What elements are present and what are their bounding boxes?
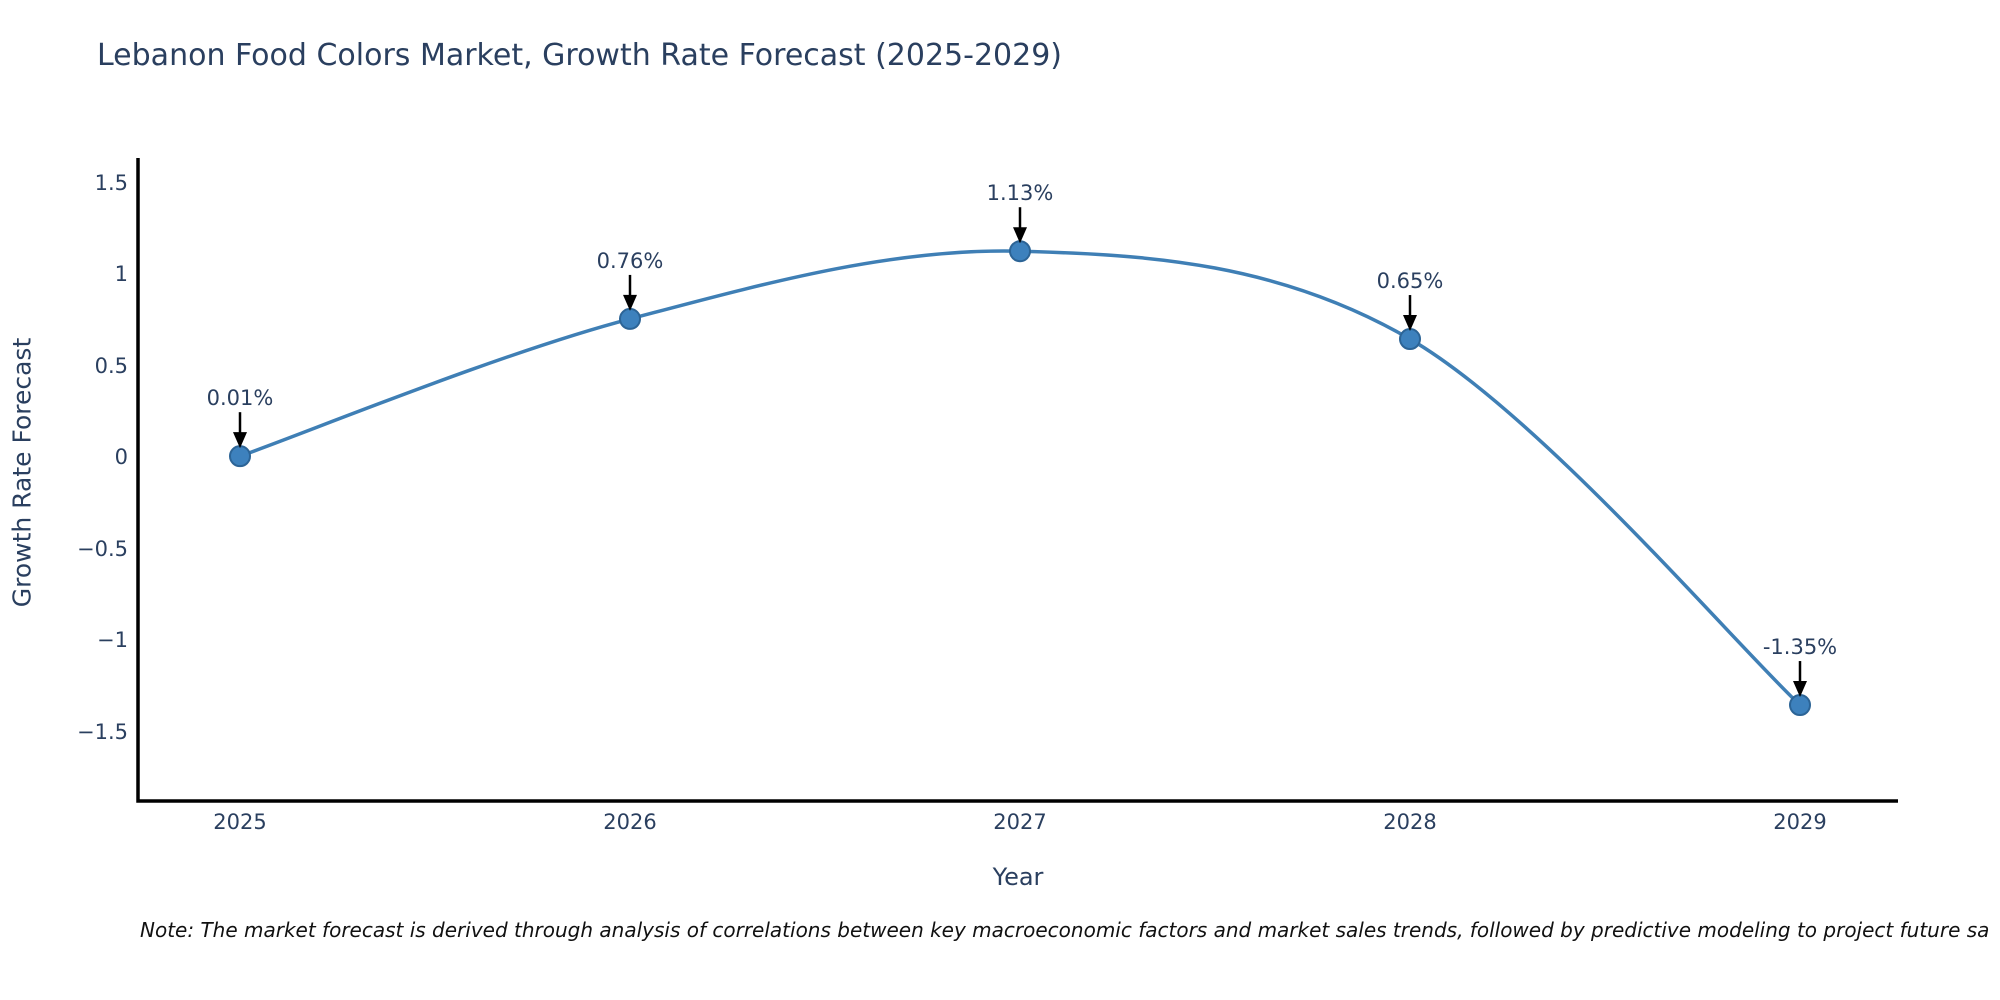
annotation-arrowhead-icon	[1793, 681, 1807, 698]
y-tick-label: −0.5	[77, 536, 128, 561]
data-point-marker[interactable]	[619, 307, 641, 330]
data-point-marker[interactable]	[1399, 328, 1421, 351]
y-tick-label: 0.5	[94, 353, 128, 378]
y-tick-label: −1	[97, 628, 128, 652]
annotation-arrowhead-icon	[1403, 315, 1417, 332]
annotation-arrowhead-icon	[623, 294, 637, 311]
y-tick-label: 0	[114, 445, 128, 469]
x-tick-label: 2028	[1383, 810, 1437, 834]
data-point-marker[interactable]	[1009, 240, 1031, 263]
annotation-label: -1.35%	[1762, 635, 1838, 660]
axis-lines	[136, 158, 1898, 803]
data-point-marker[interactable]	[229, 445, 251, 468]
x-tick-label: 2026	[603, 810, 657, 834]
annotation-arrowhead-icon	[1013, 227, 1027, 244]
footnote: Note: The market forecast is derived thr…	[140, 918, 1990, 942]
x-axis-title: Year	[992, 863, 1044, 891]
x-tick-label: 2027	[993, 810, 1047, 834]
y-tick-label: −1.5	[77, 719, 128, 744]
chart-title: Lebanon Food Colors Market, Growth Rate …	[97, 38, 1063, 73]
annotation-label: 0.01%	[206, 386, 274, 411]
annotation-label: 0.65%	[1376, 269, 1444, 294]
annotation-label: 0.76%	[596, 248, 664, 273]
data-point-marker[interactable]	[1789, 694, 1811, 717]
y-tick-label: 1	[114, 262, 128, 286]
y-tick-label: 1.5	[94, 170, 128, 195]
trend-line	[238, 249, 1802, 707]
x-tick-label: 2029	[1773, 810, 1827, 834]
annotation-label: 1.13%	[986, 181, 1054, 206]
annotation-arrowhead-icon	[233, 432, 247, 449]
x-tick-label: 2025	[213, 810, 267, 834]
